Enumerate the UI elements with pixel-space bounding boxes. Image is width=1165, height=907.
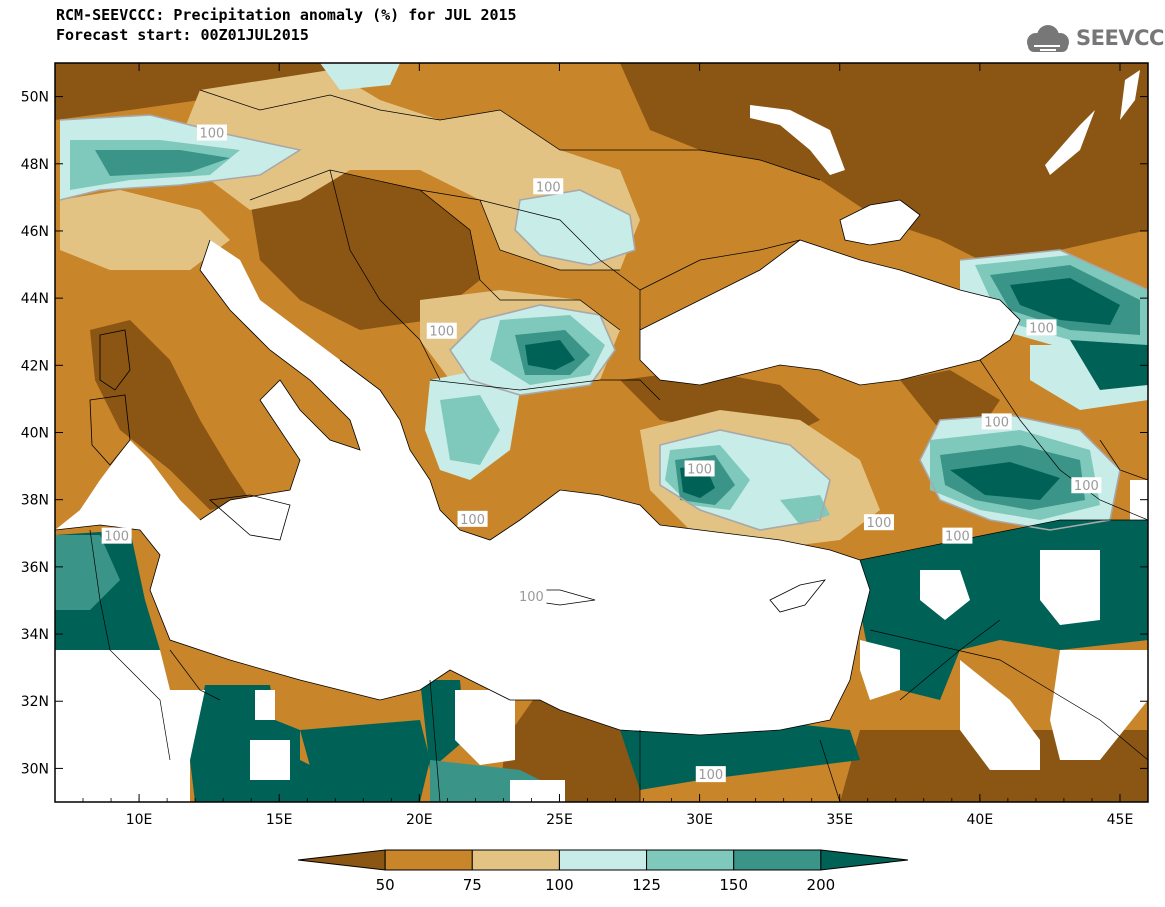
contour-label-bg <box>981 413 1012 430</box>
contour-label: 100 <box>519 590 544 605</box>
contour-label-bg <box>1026 319 1057 336</box>
lat-tick-label: 38N <box>21 493 49 509</box>
colorbar-swatch <box>733 849 822 871</box>
contour-label-bg <box>516 588 547 605</box>
contour-label-bg <box>101 527 132 544</box>
contour-label: 100 <box>698 768 723 783</box>
lat-tick-label: 48N <box>21 157 49 173</box>
contour-label: 100 <box>687 462 712 477</box>
coastlines <box>55 199 1021 736</box>
contour-label: 100 <box>536 180 561 195</box>
lon-tick-label: 10E <box>126 812 153 828</box>
contour-label-bg <box>695 766 726 783</box>
lat-tick-label: 50N <box>21 90 49 106</box>
colorbar-swatch-low <box>297 849 386 871</box>
lat-tick-label: 30N <box>21 761 49 777</box>
lat-tick-label: 32N <box>21 694 49 710</box>
contour-label-bg <box>942 527 973 544</box>
contour-label-bg <box>863 514 894 531</box>
cloud-logo-icon <box>1027 25 1069 52</box>
colorbar-label: 125 <box>632 876 661 894</box>
colorbar-label: 200 <box>807 876 836 894</box>
forecast-start-subtitle: Forecast start: 00Z01JUL2015 <box>56 26 309 44</box>
colorbar-swatch <box>558 849 648 871</box>
contour-label: 100 <box>1029 321 1054 336</box>
latitude-axis: 50N 48N 46N 44N 42N 40N 38N 36N 34N 32N 30N <box>21 90 1148 777</box>
seevccc-logo-text: SEEVCCC <box>1076 26 1165 50</box>
colorbar-label: 150 <box>719 876 748 894</box>
colorbar-swatch <box>384 849 473 871</box>
lat-tick-label: 40N <box>21 426 49 442</box>
lat-tick-label: 46N <box>21 224 49 240</box>
contour-label-bg <box>1071 477 1102 494</box>
colorbar-label: 75 <box>463 876 482 894</box>
longitude-axis: 10E 15E 20E 25E 30E 35E 40E 45E <box>54 63 1149 828</box>
map-title: RCM-SEEVCCC: Precipitation anomaly (%) f… <box>56 6 517 24</box>
colorbar-label: 50 <box>376 876 395 894</box>
lon-tick-label: 35E <box>826 812 853 828</box>
contour-label: 100 <box>104 530 129 545</box>
lon-tick-label: 45E <box>1107 812 1134 828</box>
lon-tick-label: 20E <box>406 812 433 828</box>
colorbar: 50 75 100 125 150 200 <box>297 849 909 894</box>
contour-lines <box>59 114 1148 531</box>
contour-label: 100 <box>984 415 1009 430</box>
lat-tick-label: 36N <box>21 560 49 576</box>
contour-label: 100 <box>200 127 225 142</box>
contour-label: 100 <box>429 325 454 340</box>
contour-label: 100 <box>945 530 970 545</box>
colorbar-swatch <box>646 849 735 871</box>
lat-tick-label: 42N <box>21 358 49 374</box>
country-borders <box>89 89 1148 802</box>
anomaly-field <box>55 63 1148 802</box>
colorbar-label: 100 <box>545 876 574 894</box>
contour-label-bg <box>533 178 564 195</box>
contour-label-bg <box>457 510 488 527</box>
contour-label: 100 <box>867 516 892 531</box>
lon-tick-label: 40E <box>967 812 994 828</box>
lon-tick-label: 30E <box>686 812 713 828</box>
lon-tick-label: 25E <box>546 812 573 828</box>
contour-label: 100 <box>460 513 485 528</box>
colorbar-swatch <box>471 849 560 871</box>
contour-label-bg <box>196 124 227 141</box>
lat-tick-label: 34N <box>21 627 49 643</box>
contour-label-bg <box>426 322 457 339</box>
colorbar-swatch-high <box>820 849 909 871</box>
contour-label-bg <box>684 460 715 477</box>
contour-labels: 100 100 100 100 100 100 100 100 100 100 100 100 100 <box>101 124 1102 783</box>
lat-tick-label: 44N <box>21 291 49 307</box>
lon-tick-label: 15E <box>266 812 293 828</box>
contour-label: 100 <box>1074 479 1099 494</box>
